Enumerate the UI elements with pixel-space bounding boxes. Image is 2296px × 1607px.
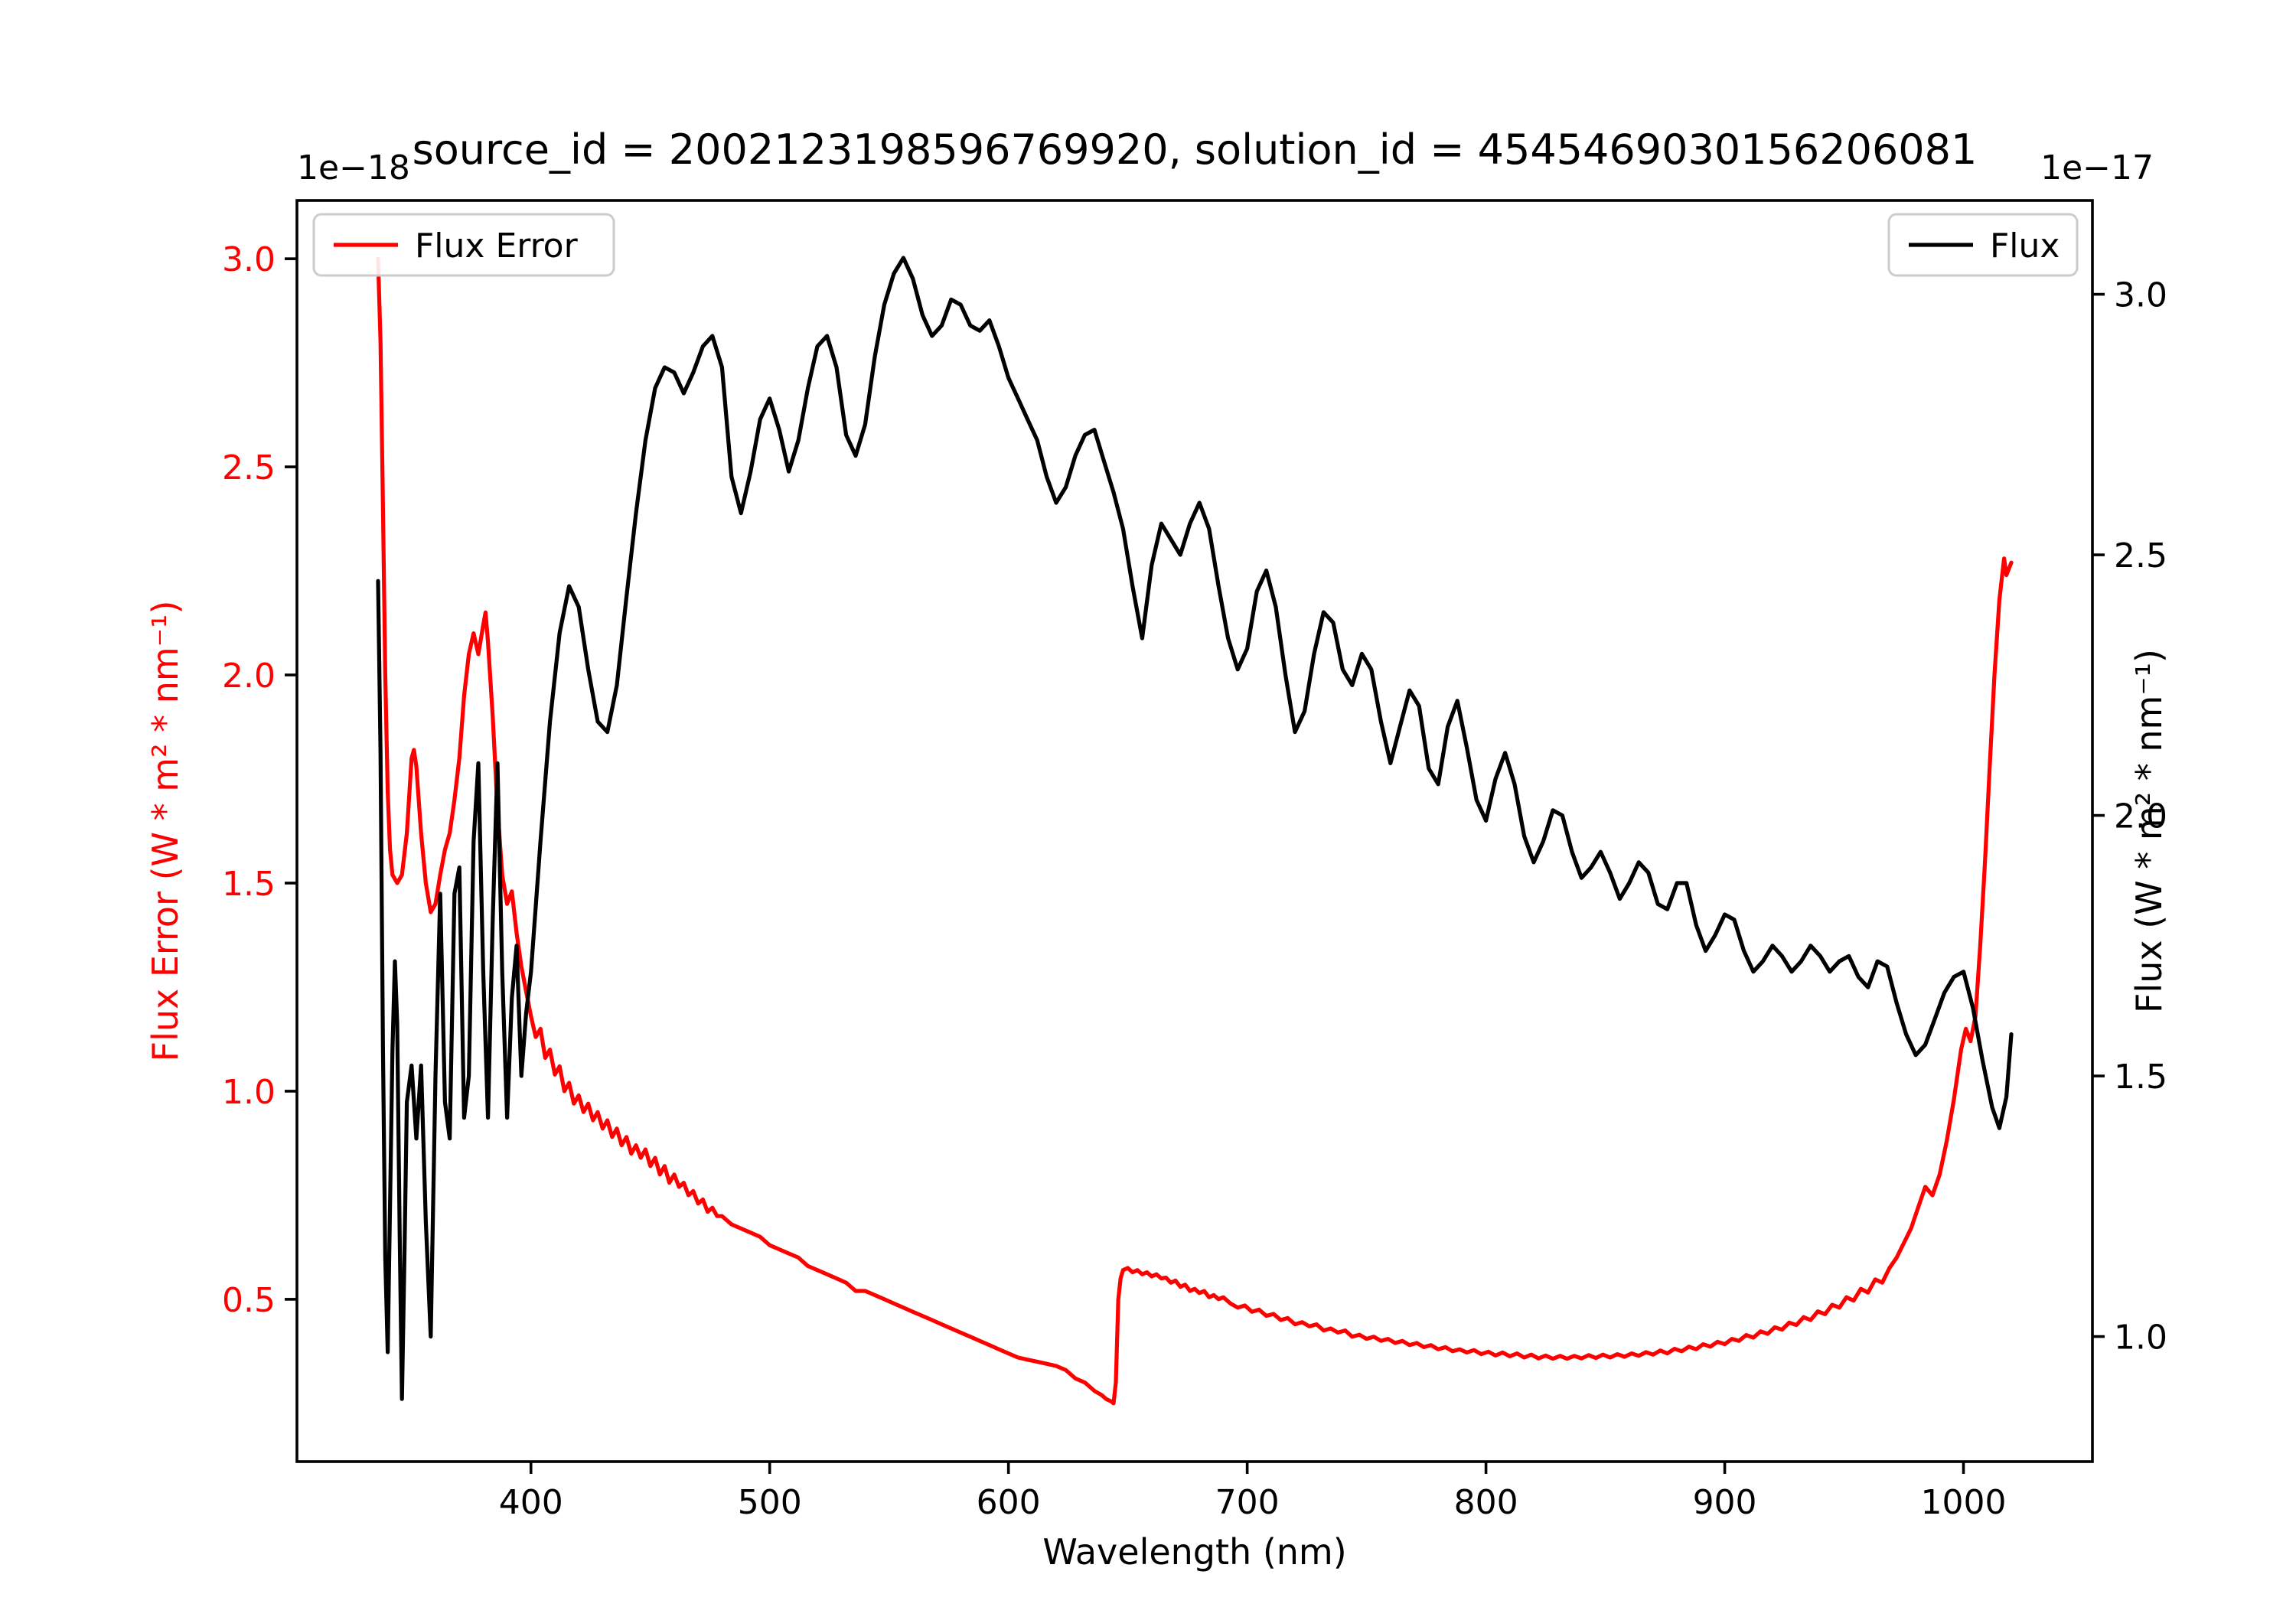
x-tick-label: 800	[1454, 1483, 1518, 1522]
left-y-tick-label: 1.5	[222, 865, 276, 904]
legend-box-flux-error	[312, 213, 615, 277]
left-axis-offset-text: 1e−18	[297, 148, 410, 187]
right-y-tick-label: 1.0	[2114, 1319, 2167, 1358]
series-line-flux	[376, 256, 2014, 1401]
left-y-tick-label: 0.5	[222, 1281, 276, 1320]
x-axis-label: Wavelength (nm)	[1042, 1531, 1346, 1573]
right-y-tick-label: 2.0	[2114, 797, 2167, 836]
right-y-tick-label: 2.5	[2114, 536, 2167, 575]
right-y-axis-label: Flux (W * m² * nm⁻¹)	[2128, 649, 2170, 1013]
chart-title: source_id = 2002123198596769920, solutio…	[413, 125, 1978, 174]
right-axis-offset-text: 1e−17	[2040, 148, 2154, 187]
left-y-tick-label: 1.0	[222, 1073, 276, 1112]
x-tick-label: 600	[977, 1483, 1041, 1522]
left-y-tick-label: 2.0	[222, 657, 276, 696]
x-tick-label: 700	[1215, 1483, 1280, 1522]
x-tick-label: 900	[1693, 1483, 1757, 1522]
axes-spines	[295, 199, 2094, 1463]
left-y-tick-label: 2.5	[222, 448, 276, 487]
x-tick-label: 400	[499, 1483, 563, 1522]
legend-label-flux: Flux	[1990, 227, 2060, 266]
legend-label-flux-error: Flux Error	[415, 227, 579, 266]
left-y-axis-label: Flux Error (W * m² * nm⁻¹)	[145, 601, 186, 1062]
plot-area	[297, 200, 2092, 1462]
x-tick-label: 1000	[1921, 1483, 2007, 1522]
legend-box-flux	[1887, 213, 2079, 277]
series-line-flux-error	[376, 256, 2014, 1406]
x-tick-label: 500	[738, 1483, 802, 1522]
right-y-tick-label: 3.0	[2114, 276, 2167, 315]
left-y-tick-label: 3.0	[222, 240, 276, 279]
right-y-tick-label: 1.5	[2114, 1058, 2167, 1097]
